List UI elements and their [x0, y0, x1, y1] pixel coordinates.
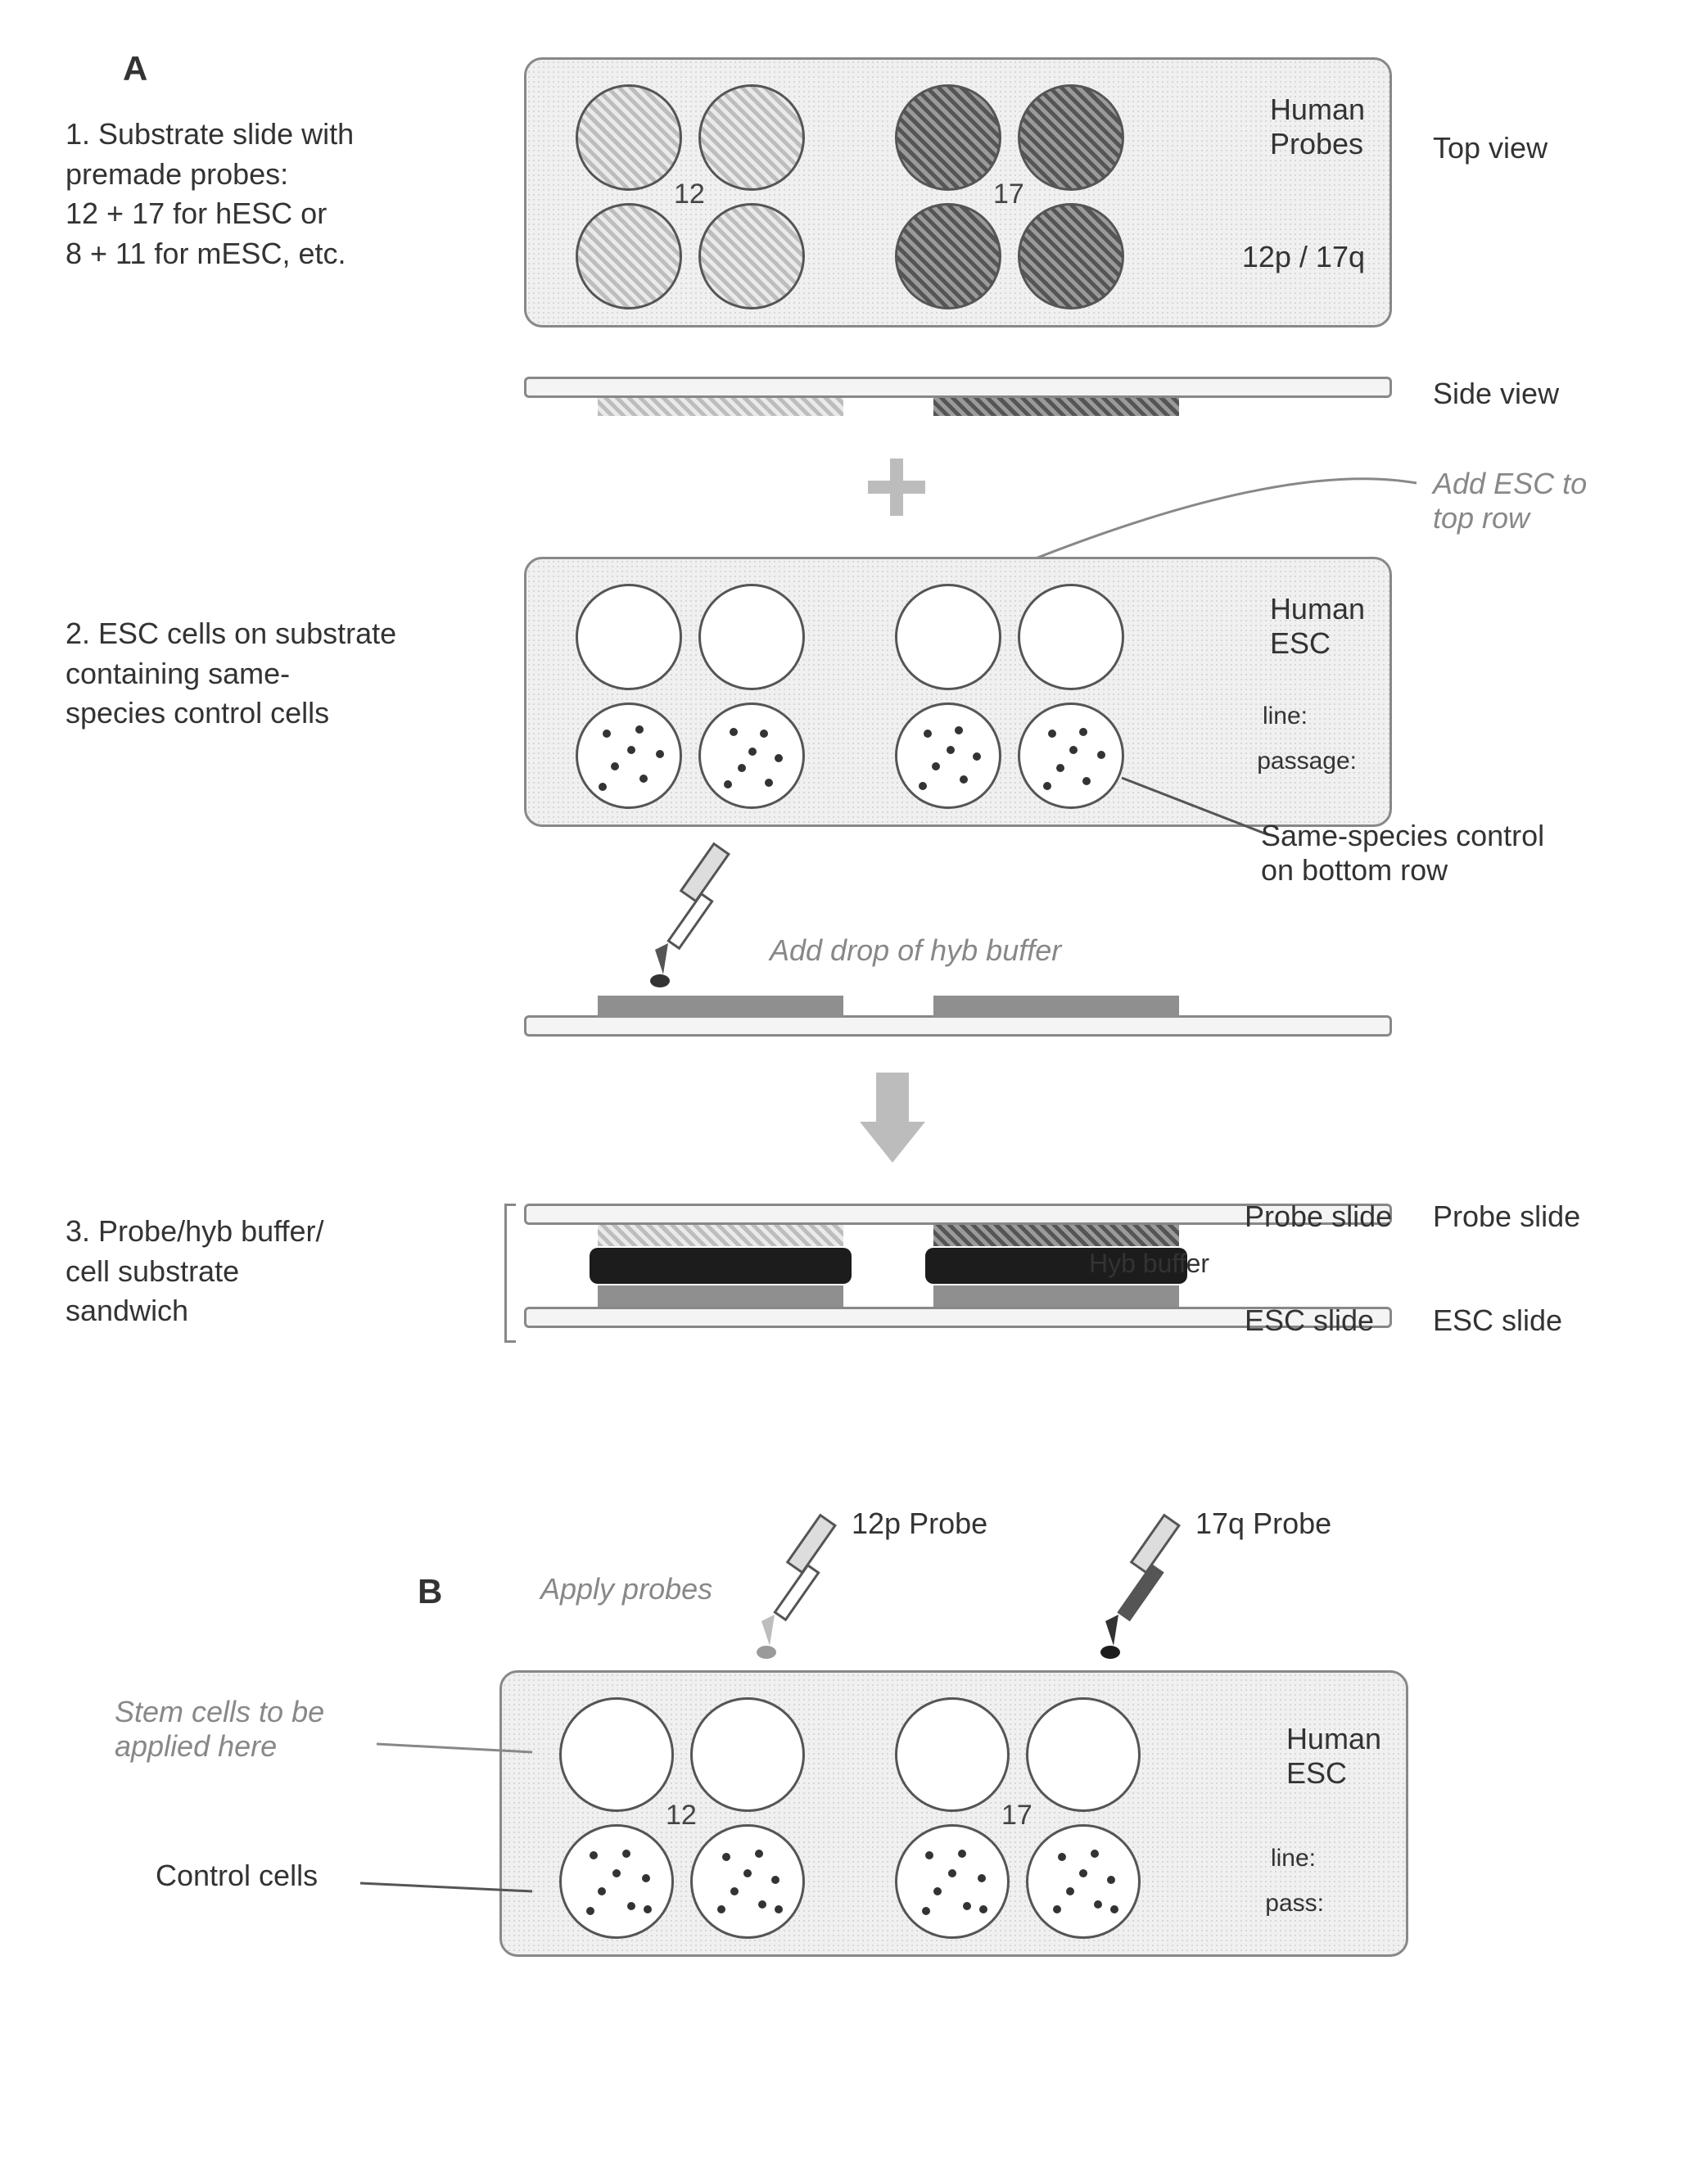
- step2-line: line:: [1263, 702, 1308, 730]
- step1-slide-top: 12 17 Human Probes 12p / 17q: [524, 57, 1392, 328]
- step2-slide-title: Human ESC: [1270, 592, 1365, 661]
- step1-text: 1. Substrate slide with premade probes: …: [66, 115, 491, 273]
- b-esc-d: [1026, 1697, 1141, 1812]
- panelb-pass: pass:: [1265, 1890, 1324, 1918]
- plus-icon: [868, 459, 925, 516]
- sandwich-probe-label-r: Probe slide: [1433, 1199, 1580, 1234]
- stem-arrow: [377, 1719, 540, 1769]
- esc-well-b: [698, 584, 805, 690]
- panelb-slide: 12 17 Human ESC line: pass:: [499, 1670, 1408, 1957]
- pipette-icon-17q: [1056, 1523, 1204, 1670]
- sideview-label: Side view: [1433, 377, 1559, 411]
- sideview-bar: [524, 377, 1392, 398]
- ctrl-well-c: [895, 702, 1001, 809]
- panelb-slide-title: Human ESC: [1286, 1722, 1381, 1791]
- sandwich-esc-label: ESC slide: [1245, 1303, 1374, 1338]
- buffer-bar: [524, 1015, 1392, 1037]
- b-ctrl-c: [895, 1824, 1010, 1939]
- probe12-label: 12p Probe: [852, 1507, 987, 1541]
- samespecies-note: Same-species control on bottom row: [1261, 819, 1544, 888]
- pipette-icon-12p: [712, 1523, 860, 1670]
- buffer-note: Add drop of hyb buffer: [770, 933, 1061, 968]
- sandwich-hatch-right: [933, 1225, 1179, 1246]
- buffer-pad-left: [598, 996, 843, 1017]
- panelb-line: line:: [1271, 1845, 1316, 1873]
- sandwich-hyb-label: Hyb buffer: [1089, 1249, 1209, 1279]
- panel-a-label: A: [123, 49, 147, 88]
- topview-label: Top view: [1433, 131, 1548, 165]
- add-esc-note: Add ESC to top row: [1433, 467, 1587, 535]
- probe17-label: 17q Probe: [1195, 1507, 1331, 1541]
- sandwich-esc-label-r: ESC slide: [1433, 1303, 1562, 1338]
- b-esc-a: [559, 1697, 674, 1812]
- ctrl-well-a: [576, 702, 682, 809]
- esc-well-d: [1018, 584, 1124, 690]
- wellnum-12: 12: [674, 178, 705, 210]
- sandwich-buf-left: [590, 1248, 852, 1284]
- pipette-icon-1: [606, 852, 753, 999]
- panel-b-label: B: [418, 1572, 442, 1611]
- b-ctrl-a: [559, 1824, 674, 1939]
- probe-well-17b: [1018, 84, 1124, 191]
- wellnum-17: 17: [993, 178, 1024, 210]
- probe-well-17c: [895, 203, 1001, 309]
- controlcells-label: Control cells: [156, 1859, 318, 1893]
- probe-well-12c: [576, 203, 682, 309]
- sideview-hatch-left: [598, 398, 843, 416]
- probe-well-17d: [1018, 203, 1124, 309]
- esc-well-a: [576, 584, 682, 690]
- controlcells-arrow: [360, 1867, 540, 1908]
- step2-text: 2. ESC cells on substrate containing sam…: [66, 614, 491, 734]
- down-arrow-icon: [860, 1073, 925, 1163]
- buffer-pad-right: [933, 996, 1179, 1017]
- sandwich-cell-right: [933, 1285, 1179, 1307]
- b-esc-b: [690, 1697, 805, 1812]
- sideview-hatch-right: [933, 398, 1179, 416]
- b-ctrl-d: [1026, 1824, 1141, 1939]
- b-ctrl-b: [690, 1824, 805, 1939]
- b-esc-c: [895, 1697, 1010, 1812]
- probe-well-12a: [576, 84, 682, 191]
- ctrl-well-d: [1018, 702, 1124, 809]
- esc-well-c: [895, 584, 1001, 690]
- probe-well-12d: [698, 203, 805, 309]
- sandwich-probe-label: Probe slide: [1245, 1199, 1392, 1234]
- probe-well-17a: [895, 84, 1001, 191]
- step1-slide-sub: 12p / 17q: [1242, 240, 1365, 274]
- stem-note: Stem cells to be applied here: [115, 1695, 324, 1764]
- sandwich-bracket: [504, 1204, 516, 1343]
- sandwich-cell-left: [598, 1285, 843, 1307]
- apply-probes-note: Apply probes: [540, 1572, 712, 1606]
- step1-slide-title: Human Probes: [1270, 93, 1365, 161]
- probe-well-12b: [698, 84, 805, 191]
- ctrl-well-b: [698, 702, 805, 809]
- step3-text: 3. Probe/hyb buffer/ cell substrate sand…: [66, 1212, 491, 1331]
- sandwich-hatch-left: [598, 1225, 843, 1246]
